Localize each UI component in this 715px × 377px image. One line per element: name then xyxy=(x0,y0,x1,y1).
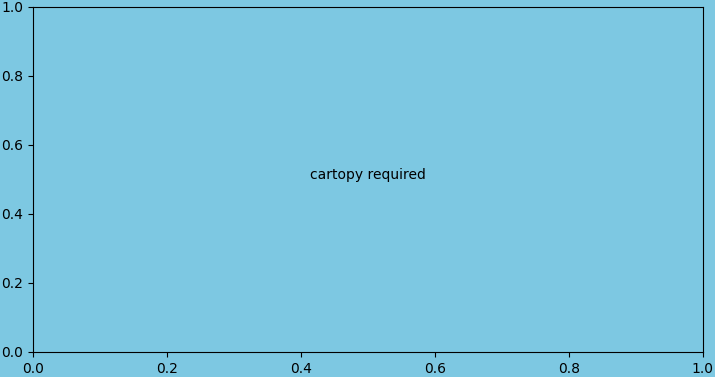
Text: cartopy required: cartopy required xyxy=(310,169,426,182)
